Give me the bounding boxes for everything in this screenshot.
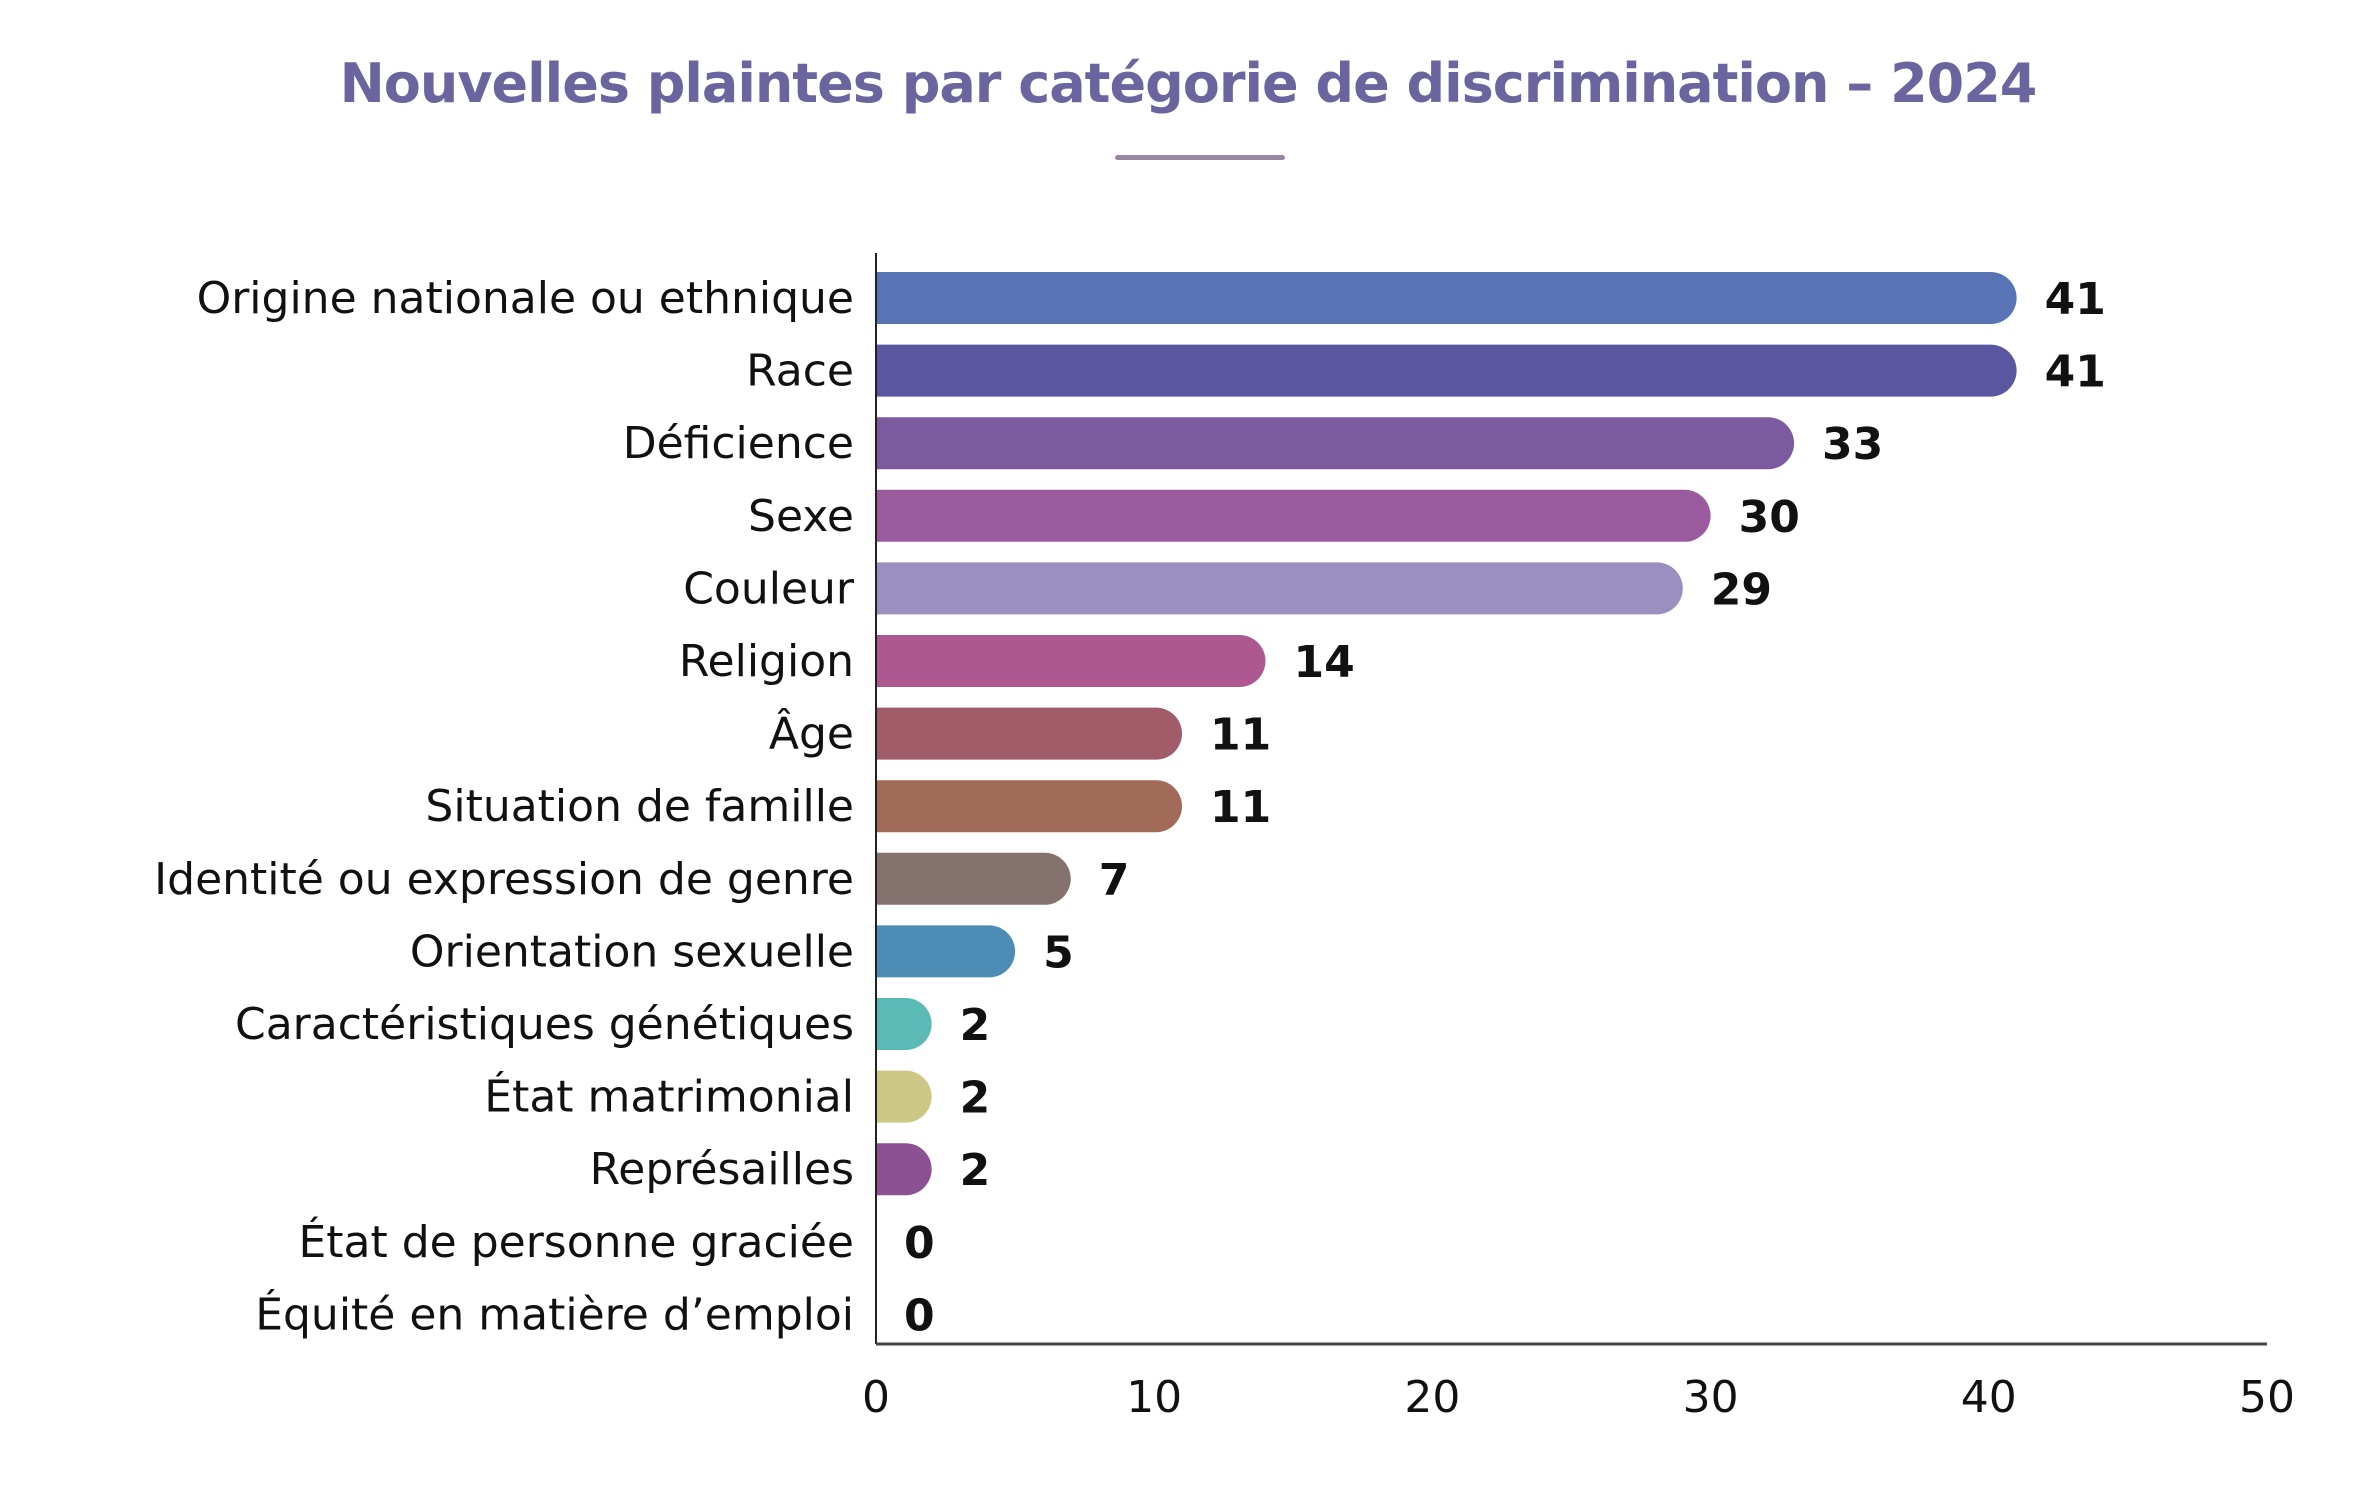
bar [876, 780, 1183, 833]
category-label: Déficience [623, 418, 854, 469]
bar [876, 635, 1266, 687]
category-label: Origine nationale ou ethnique [197, 273, 854, 324]
chart-title: Nouvelles plaintes par catégorie de disc… [339, 52, 2038, 115]
x-tick-label: 10 [1126, 1372, 1182, 1423]
bar [876, 925, 1016, 978]
value-label: 41 [2045, 274, 2106, 325]
value-label: 0 [904, 1290, 935, 1341]
bar [876, 1143, 932, 1196]
category-label: Équité en matière d’emploi [255, 1287, 854, 1340]
category-label: État de personne graciée [298, 1215, 854, 1268]
value-label: 30 [1739, 492, 1800, 543]
bar [876, 562, 1683, 615]
bar [876, 344, 2017, 397]
value-label: 2 [960, 1145, 991, 1196]
x-tick-label: 20 [1404, 1372, 1460, 1423]
category-label: Identité ou expression de genre [154, 854, 854, 905]
x-tick-label: 30 [1683, 1372, 1739, 1423]
bar [876, 417, 1795, 470]
category-label: Race [746, 346, 854, 397]
x-tick-label: 0 [862, 1372, 890, 1423]
category-label: Sexe [748, 491, 854, 542]
value-label: 5 [1043, 927, 1074, 978]
value-label: 2 [960, 1073, 991, 1124]
value-label: 11 [1210, 710, 1271, 761]
value-label: 2 [960, 1000, 991, 1051]
category-label: État matrimonial [484, 1070, 854, 1123]
category-label: Caractéristiques génétiques [235, 999, 854, 1050]
value-label: 7 [1099, 855, 1130, 906]
x-tick-label: 50 [2239, 1372, 2295, 1423]
value-label: 41 [2045, 347, 2106, 398]
category-label: Situation de famille [425, 781, 854, 832]
value-label: 14 [1293, 637, 1354, 688]
bar [876, 852, 1071, 905]
value-label: 11 [1210, 782, 1271, 833]
value-label: 29 [1711, 564, 1772, 615]
category-label: Orientation sexuelle [410, 926, 854, 977]
category-label: Représailles [590, 1144, 854, 1195]
bar [876, 707, 1183, 760]
bar [876, 1070, 932, 1123]
value-label: 33 [1822, 419, 1883, 470]
category-label: Religion [679, 636, 854, 687]
bar [876, 272, 2017, 324]
category-label: Âge [769, 707, 854, 760]
category-label: Couleur [683, 563, 855, 614]
bar [876, 998, 932, 1050]
title-underline [1115, 155, 1285, 160]
bar [876, 489, 1711, 542]
x-tick-label: 40 [1961, 1372, 2017, 1423]
value-label: 0 [904, 1218, 935, 1269]
